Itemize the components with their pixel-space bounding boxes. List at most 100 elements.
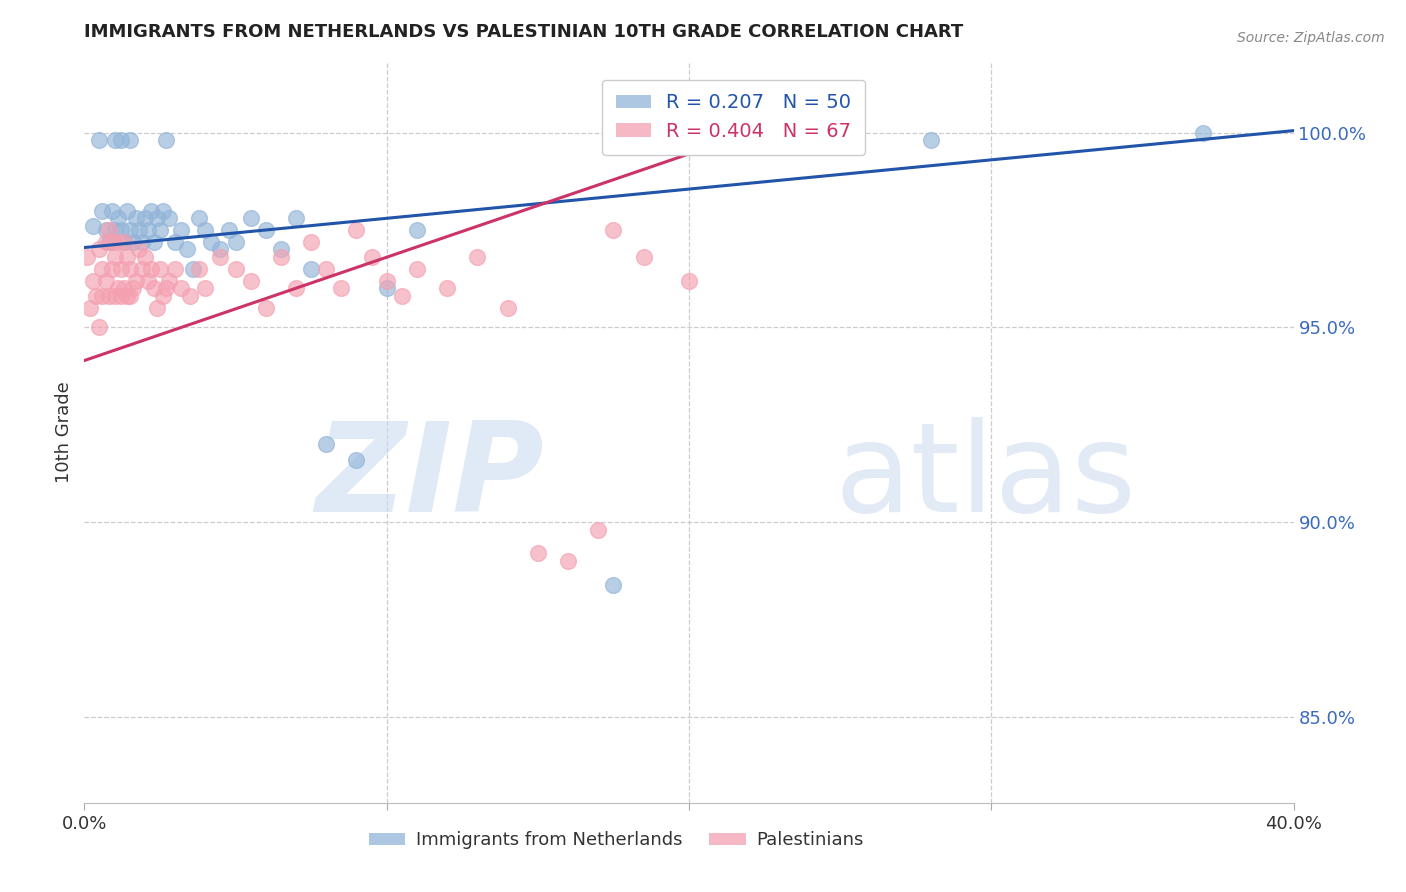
Point bbox=[391, 289, 413, 303]
Point bbox=[107, 281, 129, 295]
Point bbox=[406, 262, 429, 277]
Point bbox=[94, 223, 117, 237]
Point bbox=[146, 211, 169, 226]
Text: IMMIGRANTS FROM NETHERLANDS VS PALESTINIAN 10TH GRADE CORRELATION CHART: IMMIGRANTS FROM NETHERLANDS VS PALESTINI… bbox=[84, 23, 963, 41]
Point bbox=[155, 133, 177, 147]
Text: atlas: atlas bbox=[834, 417, 1136, 538]
Point bbox=[115, 203, 138, 218]
Point bbox=[239, 274, 262, 288]
Point bbox=[299, 235, 322, 249]
Point bbox=[170, 223, 193, 237]
Point bbox=[110, 133, 132, 147]
Point bbox=[142, 281, 165, 295]
Point bbox=[225, 262, 247, 277]
Point bbox=[91, 262, 114, 277]
Point bbox=[128, 223, 150, 237]
Point bbox=[94, 235, 117, 249]
Point bbox=[100, 262, 122, 277]
Point bbox=[315, 437, 337, 451]
Point bbox=[330, 281, 353, 295]
Point bbox=[118, 223, 141, 237]
Point bbox=[188, 211, 211, 226]
Point bbox=[118, 133, 141, 147]
Point bbox=[134, 250, 156, 264]
Text: ZIP: ZIP bbox=[315, 417, 544, 538]
Point bbox=[125, 274, 148, 288]
Point bbox=[200, 235, 222, 249]
Point bbox=[209, 243, 232, 257]
Point bbox=[170, 281, 193, 295]
Point bbox=[375, 274, 398, 288]
Point bbox=[134, 211, 156, 226]
Point bbox=[131, 262, 153, 277]
Point bbox=[128, 243, 150, 257]
Point bbox=[121, 235, 143, 249]
Point bbox=[165, 235, 187, 249]
Point bbox=[375, 281, 398, 295]
Point bbox=[920, 133, 942, 147]
Point bbox=[79, 301, 101, 315]
Point bbox=[142, 235, 165, 249]
Point bbox=[89, 243, 111, 257]
Point bbox=[82, 274, 104, 288]
Point bbox=[165, 262, 187, 277]
Point bbox=[194, 281, 217, 295]
Point bbox=[104, 250, 127, 264]
Point bbox=[104, 223, 127, 237]
Point bbox=[602, 223, 624, 237]
Y-axis label: 10th Grade: 10th Grade bbox=[55, 382, 73, 483]
Point bbox=[346, 223, 368, 237]
Point bbox=[299, 262, 322, 277]
Point bbox=[94, 274, 117, 288]
Point bbox=[91, 203, 114, 218]
Point bbox=[76, 250, 98, 264]
Point bbox=[115, 250, 138, 264]
Point bbox=[155, 281, 177, 295]
Point bbox=[678, 274, 700, 288]
Point bbox=[527, 546, 550, 560]
Point bbox=[194, 223, 217, 237]
Point bbox=[86, 289, 108, 303]
Point bbox=[285, 211, 308, 226]
Point bbox=[149, 223, 172, 237]
Point bbox=[152, 203, 174, 218]
Point bbox=[436, 281, 458, 295]
Point bbox=[360, 250, 382, 264]
Point bbox=[406, 223, 429, 237]
Point bbox=[104, 289, 127, 303]
Point bbox=[125, 211, 148, 226]
Point bbox=[112, 235, 135, 249]
Point bbox=[82, 219, 104, 233]
Point bbox=[107, 211, 129, 226]
Point bbox=[110, 262, 132, 277]
Point bbox=[100, 235, 122, 249]
Point bbox=[346, 453, 368, 467]
Point bbox=[118, 289, 141, 303]
Point bbox=[285, 281, 308, 295]
Point bbox=[89, 320, 111, 334]
Point bbox=[557, 554, 579, 568]
Legend: Immigrants from Netherlands, Palestinians: Immigrants from Netherlands, Palestinian… bbox=[361, 824, 872, 856]
Point bbox=[139, 203, 162, 218]
Point bbox=[157, 274, 180, 288]
Point bbox=[136, 223, 159, 237]
Point bbox=[110, 289, 132, 303]
Point bbox=[602, 577, 624, 591]
Point bbox=[225, 235, 247, 249]
Point bbox=[97, 289, 120, 303]
Point bbox=[89, 133, 111, 147]
Point bbox=[91, 289, 114, 303]
Point bbox=[110, 223, 132, 237]
Point bbox=[270, 243, 292, 257]
Point bbox=[496, 301, 519, 315]
Point bbox=[136, 274, 159, 288]
Point bbox=[239, 211, 262, 226]
Point bbox=[112, 281, 135, 295]
Point bbox=[188, 262, 211, 277]
Point bbox=[131, 235, 153, 249]
Point bbox=[121, 281, 143, 295]
Point bbox=[209, 250, 232, 264]
Text: Source: ZipAtlas.com: Source: ZipAtlas.com bbox=[1237, 31, 1385, 45]
Point bbox=[315, 262, 337, 277]
Point bbox=[97, 235, 120, 249]
